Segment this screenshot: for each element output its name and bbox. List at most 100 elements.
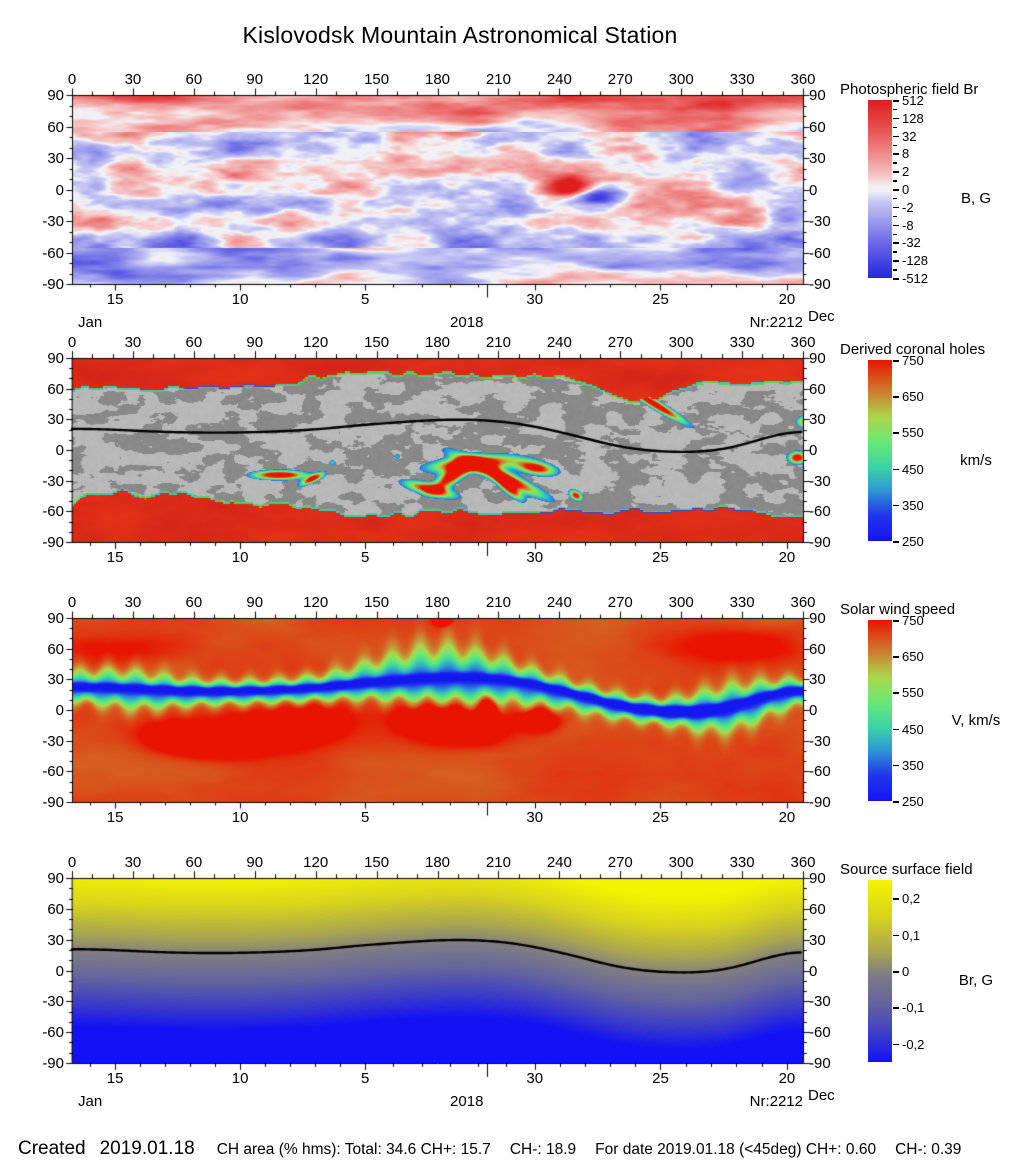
- colorbar-unit: km/s: [960, 451, 992, 469]
- lat-tick-label: -60: [42, 503, 64, 521]
- lat-tick-label: -30: [809, 993, 831, 1011]
- lat-tick-label: 60: [809, 640, 826, 658]
- stat-for-date: For date 2019.01.18 (<45deg) CH+: 0.60: [595, 1141, 877, 1158]
- lon-tick-label: 270: [607, 594, 633, 611]
- lat-tick-label: 0: [809, 702, 818, 719]
- lat-tick-label: -60: [42, 1024, 64, 1042]
- lat-tick-label: 90: [47, 350, 64, 367]
- stat-ch-minus: CH-: 18.9: [509, 1141, 577, 1158]
- lat-tick-label: 30: [47, 411, 64, 429]
- lat-tick-label: -90: [42, 1055, 64, 1072]
- colorbar-gradient: [868, 360, 892, 541]
- date-tick-label: 30: [526, 1070, 544, 1087]
- lat-tick-label: 60: [47, 380, 64, 398]
- lon-tick-label: 150: [364, 334, 390, 351]
- longitude-axis-top: 0 30 60 90 120 150 180 210 240 270 300 330 360: [68, 334, 816, 351]
- lat-tick-label: 30: [47, 150, 64, 167]
- latitude-axis-left: 90 60 30 0 -30 -60 -90: [10, 87, 64, 293]
- longitude-axis-top: 0 30 60 90 120 150 180 210 240 270 300 330 360: [68, 71, 816, 88]
- coronal-holes-map: [60, 346, 815, 559]
- colorbar-tick-label: 512: [902, 93, 924, 108]
- lon-tick-label: 30: [124, 71, 142, 88]
- lon-tick-label: 210: [485, 594, 511, 611]
- colorbar-minor-tick: [893, 162, 897, 164]
- year-label: 2018: [450, 314, 484, 331]
- longitude-axis-top: 0 30 60 90 120 150 180 210 240 270 300 330 360: [68, 594, 816, 611]
- lon-tick-label: 240: [546, 594, 572, 611]
- latitude-axis-left: 90 60 30 0 -30 -60 -90: [10, 610, 64, 811]
- lon-tick-label: 270: [607, 71, 633, 88]
- created-date: 2019.01.18: [99, 1138, 195, 1159]
- date-tick-label: 10: [231, 1070, 249, 1087]
- lon-tick-label: 90: [246, 854, 264, 871]
- lat-tick-label: -60: [809, 1024, 831, 1042]
- colorbar-tick-label: 350: [902, 757, 924, 773]
- month-label-jan: Jan: [78, 1093, 103, 1110]
- lon-tick-label: 120: [303, 854, 329, 871]
- date-tick-label: 20: [778, 1070, 796, 1087]
- lat-tick-label: 0: [809, 181, 818, 199]
- colorbar-tick: [893, 504, 899, 507]
- colorbar-tick-label: 750: [902, 353, 924, 368]
- rotation-number: Nr:2212: [749, 1093, 803, 1110]
- lat-tick-label: -90: [42, 534, 64, 551]
- latitude-axis-left: 90 60 30 0 -30 -60 -90: [10, 870, 64, 1072]
- colorbar-tick-label: 0,1: [902, 927, 921, 943]
- footer-status-line: Created 2019.01.18 CH area (% hms): Tota…: [18, 1138, 1018, 1160]
- date-tick-label: 5: [360, 549, 370, 566]
- lat-tick-label: 0: [55, 442, 64, 459]
- lat-tick-label: 60: [809, 900, 826, 918]
- colorbar-minor-tick: [893, 108, 897, 111]
- lat-tick-label: -30: [42, 472, 64, 490]
- colorbar-title: Photospheric field Br: [840, 81, 979, 98]
- lat-tick-label: 30: [809, 411, 826, 429]
- lon-tick-label: 0: [67, 71, 77, 88]
- colorbar-title: Solar wind speed: [840, 601, 956, 618]
- lon-tick-label: 150: [364, 594, 390, 611]
- colorbar-tick: [893, 541, 899, 543]
- lat-tick-label: 60: [809, 118, 826, 136]
- lon-tick-label: 240: [546, 334, 572, 351]
- colorbar-gradient: [868, 620, 892, 801]
- colorbar-tick: [893, 153, 899, 155]
- colorbar-tick: [893, 278, 899, 280]
- lon-tick-label: 240: [546, 71, 572, 88]
- colorbar-tick-label: 0: [902, 182, 910, 197]
- rotation-number: Nr:2212: [749, 314, 803, 331]
- lon-tick-label: 210: [485, 854, 511, 871]
- colorbar-tick-label: -128: [902, 253, 929, 269]
- lon-tick-label: 270: [607, 854, 633, 871]
- colorbar-minor-tick: [893, 126, 897, 129]
- colorbar-tick: [893, 764, 899, 767]
- lon-tick-label: 30: [124, 854, 142, 871]
- date-tick-label: 20: [778, 291, 796, 308]
- solar-wind-speed-map: [60, 606, 815, 819]
- date-axis-bottom: 15 10 5 30 25 20: [72, 809, 803, 826]
- date-tick-label: 15: [106, 809, 124, 826]
- lat-tick-label: -30: [42, 993, 64, 1011]
- lat-tick-label: 60: [47, 900, 64, 918]
- month-label-dec: Dec: [808, 1087, 835, 1104]
- lon-tick-label: 90: [246, 334, 264, 351]
- colorbar-tick-label: -8: [902, 217, 914, 233]
- lon-tick-label: 270: [607, 334, 633, 351]
- colorbar-tick-label: 250: [902, 794, 924, 809]
- latitude-axis-right: 90 60 30 0 -30 -60 -90: [807, 870, 851, 1072]
- colorbar-minor-tick: [893, 233, 897, 235]
- date-tick-label: 5: [360, 291, 370, 308]
- lat-tick-label: -30: [809, 213, 831, 230]
- colorbar-gradient: [868, 100, 892, 278]
- lon-tick-label: 360: [790, 334, 816, 351]
- lon-tick-label: 210: [485, 71, 511, 88]
- date-tick-label: 10: [231, 549, 249, 566]
- lat-tick-label: 30: [809, 671, 826, 689]
- colorbar-tick-label: -32: [902, 235, 921, 251]
- lon-tick-label: 150: [364, 71, 390, 88]
- colorbar-tick: [893, 135, 899, 138]
- month-label-dec: Dec: [808, 308, 835, 325]
- colorbar-tick: [893, 1043, 899, 1046]
- lat-tick-label: 90: [809, 610, 826, 627]
- lon-tick-label: 300: [668, 594, 694, 611]
- lon-tick-label: 330: [729, 854, 755, 871]
- longitude-axis-top: 0 30 60 90 120 150 180 210 240 270 300 330 360: [68, 854, 816, 871]
